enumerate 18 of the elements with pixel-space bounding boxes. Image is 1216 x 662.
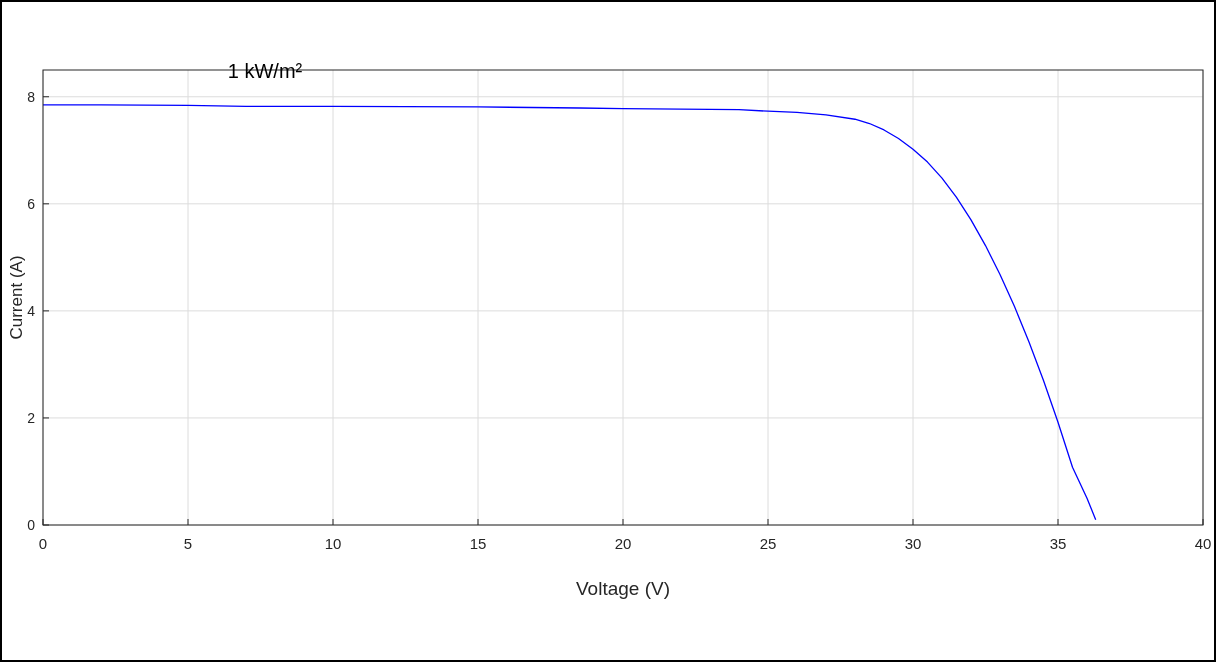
annotation: 1 kW/m² bbox=[227, 60, 303, 82]
x-tick-label: 30 bbox=[904, 535, 922, 552]
y-tick-label: 4 bbox=[27, 302, 36, 319]
x-tick-label: 10 bbox=[324, 535, 342, 552]
y-tick-label: 8 bbox=[27, 88, 36, 105]
x-tick-label: 5 bbox=[183, 535, 193, 552]
x-tick-label: 20 bbox=[614, 535, 632, 552]
y-tick-label: 6 bbox=[27, 195, 36, 212]
x-tick-label: 25 bbox=[759, 535, 777, 552]
y-axis-title: Current (A) bbox=[7, 255, 26, 340]
x-tick-label: 15 bbox=[469, 535, 487, 552]
y-tick-label: 2 bbox=[27, 409, 36, 426]
x-tick-label: 40 bbox=[1194, 535, 1212, 552]
y-tick-label: 0 bbox=[27, 517, 36, 533]
x-axis-title: Voltage (V) bbox=[576, 578, 670, 599]
line-series bbox=[42, 104, 1097, 521]
x-tick-label: 0 bbox=[38, 535, 48, 552]
x-tick-label: 35 bbox=[1049, 535, 1067, 552]
